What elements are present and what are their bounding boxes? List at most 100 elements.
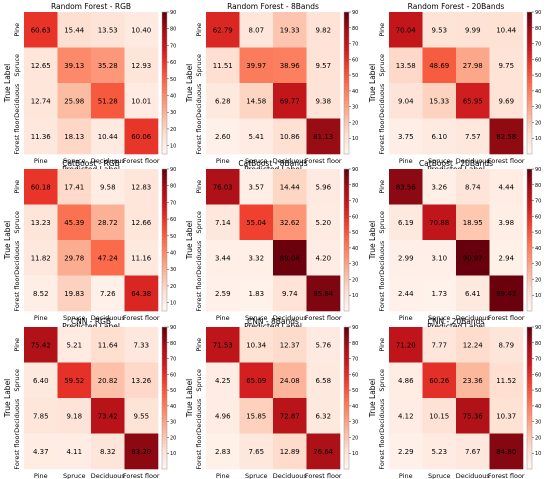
colorbar-tick-label: 40 — [170, 251, 176, 257]
cell-value: 2.60 — [215, 133, 231, 141]
colorbar-tick-label: 70 — [535, 42, 541, 48]
colorbar-tick-label: 10 — [535, 136, 541, 142]
heatmap-cell — [306, 327, 341, 363]
colorbar-tick-label: 30 — [170, 420, 176, 426]
y-tick-deciduous: Deciduous — [378, 398, 386, 433]
colorbar-tick-label: 90 — [535, 167, 541, 173]
colorbar-segment — [527, 136, 532, 141]
colorbar-segment — [527, 204, 532, 209]
heatmap-cell — [239, 362, 274, 399]
heatmap-cell — [124, 275, 159, 312]
colorbar-tick-label: 80 — [352, 341, 358, 347]
colorbar-segment — [527, 114, 532, 119]
heatmap-cell — [306, 118, 341, 155]
colorbar-segment — [344, 394, 349, 399]
heatmap-cell — [489, 83, 524, 119]
colorbar-segment — [527, 422, 532, 427]
heatmap-cell — [57, 169, 92, 205]
heatmap-cell — [489, 118, 524, 155]
colorbar-segment — [344, 440, 349, 445]
colorbar-segment — [344, 458, 349, 463]
colorbar-segment — [527, 100, 532, 105]
colorbar-segment — [527, 40, 532, 45]
cell-value: 29.78 — [64, 254, 84, 262]
colorbar-segment — [527, 373, 532, 378]
panel-1: Random Forest - 8Bands 62.79 8.07 19.33 9.82… — [185, 2, 358, 174]
colorbar-segment — [162, 179, 167, 184]
colorbar-segment — [344, 268, 349, 273]
colorbar-segment — [162, 250, 167, 255]
heatmap-cell — [91, 47, 125, 84]
colorbar-segment — [344, 390, 349, 395]
cell-value: 3.10 — [431, 254, 447, 262]
cell-value: 6.40 — [33, 377, 49, 385]
colorbar-segment — [162, 183, 167, 188]
cell-value: 6.32 — [315, 412, 331, 420]
heatmap-cell — [124, 204, 159, 241]
colorbar-segment — [162, 461, 167, 466]
cell-value: 60.26 — [429, 377, 450, 385]
colorbar-segment — [162, 429, 167, 434]
cell-value: 8.74 — [465, 183, 481, 191]
colorbar-segment — [344, 125, 349, 130]
colorbar-segment — [162, 289, 167, 294]
colorbar-segment — [344, 300, 349, 305]
panel-7: CNN - 8Bands 71.53 10.34 12.37 5.76 4.25 65.09… — [185, 317, 358, 479]
heatmap-cell — [306, 204, 341, 241]
heatmap-cell — [273, 118, 307, 155]
x-tick-pine: Pine — [399, 157, 413, 165]
colorbar-segment — [162, 334, 167, 339]
x-tick-pine: Pine — [34, 472, 48, 479]
colorbar-segment — [162, 132, 167, 137]
cell-value: 12.66 — [131, 219, 152, 227]
colorbar-segment — [527, 179, 532, 184]
cell-value: 12.74 — [31, 97, 52, 105]
heatmap-cell — [306, 12, 341, 48]
panel-title: CatBoost - 8Bands — [238, 159, 307, 168]
colorbar-segment — [162, 236, 167, 241]
colorbar-segment — [527, 351, 532, 356]
colorbar-segment — [344, 97, 349, 102]
heatmap-cell — [456, 362, 490, 399]
colorbar-segment — [162, 307, 167, 312]
colorbar-segment — [527, 222, 532, 227]
colorbar-segment — [162, 12, 167, 16]
x-tick-spruce: Spruce — [428, 472, 451, 479]
colorbar-segment — [162, 68, 167, 73]
cell-value: 4.37 — [33, 448, 49, 456]
cell-value: 10.15 — [429, 412, 449, 420]
cell-value: 64.38 — [131, 290, 151, 298]
colorbar-tick-label: 10 — [352, 136, 358, 142]
cell-value: 65.95 — [463, 97, 483, 105]
colorbar-segment — [344, 136, 349, 141]
y-axis-label: True Label — [3, 221, 12, 261]
colorbar-segment — [527, 183, 532, 188]
heatmap-cell — [389, 433, 423, 470]
colorbar-segment — [527, 271, 532, 276]
colorbar-segment — [527, 83, 532, 87]
colorbar-segment — [162, 232, 167, 237]
colorbar-segment — [344, 176, 349, 181]
colorbar-segment — [162, 300, 167, 305]
colorbar-segment — [162, 29, 167, 34]
y-tick-pine: Pine — [13, 338, 21, 352]
colorbar-segment — [527, 215, 532, 220]
colorbar-segment — [344, 429, 349, 434]
colorbar-tick-label: 30 — [170, 110, 176, 116]
panel-title: Random Forest - RGB — [51, 2, 131, 11]
panel-title: CNN - RGB — [71, 317, 111, 326]
colorbar-segment — [344, 369, 349, 374]
colorbar-segment — [162, 61, 167, 66]
colorbar-segment — [162, 190, 167, 195]
cell-value: 47.24 — [98, 254, 119, 262]
cell-value: 2.29 — [398, 448, 414, 456]
colorbar-tick-label: 50 — [535, 73, 541, 79]
cell-value: 71.20 — [396, 341, 416, 349]
cell-value: 2.83 — [215, 448, 231, 456]
colorbar-segment — [162, 286, 167, 291]
x-tick-deciduous: Deciduous — [91, 314, 126, 322]
colorbar-segment — [344, 200, 349, 205]
panel-3: CatBoost - RGB 60.18 17.41 9.58 12.83 13.23 45… — [3, 159, 176, 331]
colorbar-segment — [527, 93, 532, 98]
cell-value: 7.33 — [133, 341, 149, 349]
